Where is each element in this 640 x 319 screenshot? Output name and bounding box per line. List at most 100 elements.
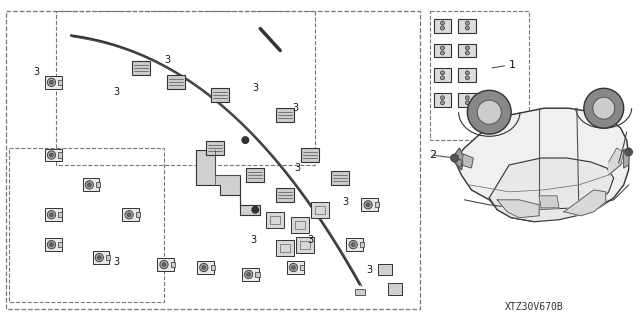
Circle shape [440,76,444,80]
Bar [136,212,140,217]
Circle shape [465,96,469,100]
Bar [270,216,280,224]
Bar [388,284,402,295]
Circle shape [440,46,444,50]
Circle shape [477,100,501,124]
Polygon shape [609,148,623,175]
Bar [266,212,284,228]
Polygon shape [196,150,260,215]
Circle shape [289,263,298,272]
Text: XTZ30V670B: XTZ30V670B [505,302,563,312]
Circle shape [241,136,250,144]
Bar [433,19,451,33]
Circle shape [244,271,253,278]
Circle shape [440,96,444,100]
Bar [242,268,259,281]
Circle shape [465,51,469,55]
Circle shape [246,272,251,277]
Circle shape [465,101,469,105]
Circle shape [49,153,53,157]
Circle shape [584,88,623,128]
Circle shape [593,97,614,119]
Bar [10,148,164,302]
Bar [433,43,451,57]
Bar [96,182,100,188]
Bar [276,240,294,256]
Circle shape [465,76,469,80]
Bar [132,62,150,75]
Bar [429,11,529,140]
Text: 3: 3 [307,235,313,245]
Bar [458,68,476,82]
Circle shape [125,211,133,219]
Circle shape [440,26,444,30]
Bar [45,76,61,89]
Bar [56,11,315,165]
Circle shape [200,263,208,272]
Bar [378,263,392,276]
Bar [157,258,174,271]
Circle shape [85,181,93,189]
Bar [346,238,364,251]
Bar [45,208,61,221]
Bar [331,171,349,185]
Circle shape [465,71,469,75]
Circle shape [465,21,469,25]
Text: 3: 3 [292,103,298,113]
Circle shape [465,46,469,50]
Bar [122,208,140,221]
Bar [93,251,109,264]
Circle shape [49,243,53,247]
Circle shape [451,154,458,162]
Circle shape [49,213,53,217]
Bar [58,242,63,247]
Polygon shape [454,148,465,170]
Bar [300,241,310,249]
Circle shape [127,213,131,217]
Text: 3: 3 [33,67,39,78]
Bar [171,262,175,267]
Bar [246,168,264,182]
Bar [291,217,309,233]
Circle shape [440,51,444,55]
Text: 3: 3 [113,256,119,267]
Bar [207,141,225,155]
Circle shape [625,148,632,156]
Text: 3: 3 [367,264,373,275]
Polygon shape [461,154,474,168]
Bar [58,80,63,85]
Bar [315,206,325,214]
Bar [58,212,63,217]
Text: 2: 2 [429,150,436,160]
Text: 3: 3 [164,56,171,65]
Bar [296,237,314,253]
Circle shape [440,71,444,75]
Bar [355,289,365,295]
Bar [362,198,378,211]
Bar [58,152,63,158]
Bar [375,202,379,207]
Circle shape [252,206,259,214]
Circle shape [160,260,168,269]
Bar [360,242,364,247]
Bar [295,221,305,229]
Text: 3: 3 [294,163,300,173]
Bar [45,149,61,161]
Bar [458,19,476,33]
Circle shape [351,243,355,247]
Polygon shape [497,200,539,218]
Circle shape [47,151,56,159]
Circle shape [49,80,53,84]
Bar [83,178,99,191]
Text: 3: 3 [113,87,119,97]
Bar [458,93,476,107]
Polygon shape [564,190,605,216]
Bar [280,244,290,252]
Polygon shape [539,196,559,208]
Bar [197,261,214,274]
Circle shape [47,211,56,219]
Bar [106,255,110,260]
Circle shape [291,266,296,270]
Circle shape [440,101,444,105]
Text: 3: 3 [250,235,257,245]
